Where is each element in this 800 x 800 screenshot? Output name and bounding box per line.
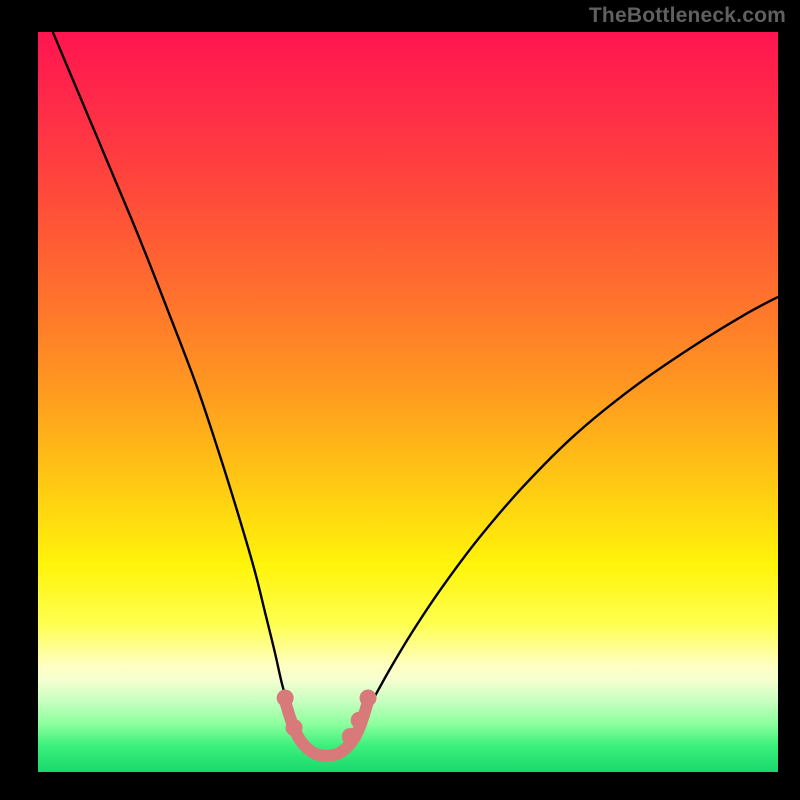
plot-background xyxy=(38,32,778,772)
trough-dot xyxy=(277,690,294,707)
chart-frame: TheBottleneck.com xyxy=(0,0,800,800)
trough-dot xyxy=(360,690,377,707)
trough-dot xyxy=(286,719,303,736)
trough-dot xyxy=(351,712,368,729)
trough-dot xyxy=(342,728,359,745)
watermark-text: TheBottleneck.com xyxy=(589,4,786,28)
bottleneck-chart xyxy=(38,32,778,772)
